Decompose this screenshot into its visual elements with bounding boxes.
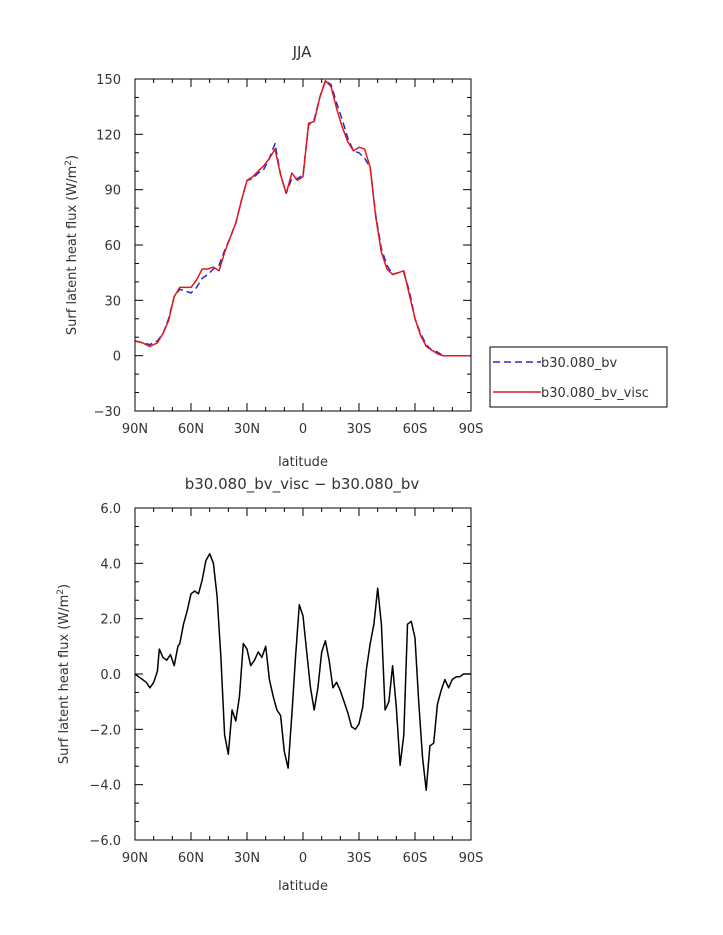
series-line-0-0 bbox=[134, 80, 471, 357]
x-tick-label: 0 bbox=[299, 851, 307, 866]
bottom-series bbox=[134, 552, 471, 791]
y-tick-label: −30 bbox=[94, 405, 121, 420]
x-tick-label: 30S bbox=[347, 851, 372, 866]
x-tick-label: 60S bbox=[403, 851, 428, 866]
bottom-y-axis-label: Surf latent heat flux (W/m2) bbox=[56, 584, 72, 764]
x-tick-label: 60S bbox=[403, 422, 428, 437]
top-plot-frame bbox=[134, 78, 472, 412]
y-tick-label: 0 bbox=[113, 350, 121, 365]
legend-box bbox=[489, 346, 668, 408]
top-y-tick-labels: −30 0 30 60 90 120 150 bbox=[94, 73, 121, 420]
bottom-x-axis-label: latitude bbox=[278, 879, 328, 894]
top-series bbox=[134, 80, 471, 357]
top-chart-title: JJA bbox=[292, 43, 313, 61]
x-tick-label: 90S bbox=[459, 422, 484, 437]
x-tick-label: 0 bbox=[299, 422, 307, 437]
series-line-1-0 bbox=[134, 552, 471, 791]
bottom-ticks bbox=[134, 507, 472, 841]
x-tick-label: 60N bbox=[178, 422, 204, 437]
top-y-axis-label-close: ) bbox=[65, 155, 80, 160]
y-tick-label: 2.0 bbox=[100, 613, 121, 628]
x-tick-label: 90S bbox=[459, 851, 484, 866]
y-tick-label: 30 bbox=[104, 294, 121, 309]
top-y-axis-label: Surf latent heat flux (W/m2) bbox=[64, 155, 80, 335]
y-tick-label: −2.0 bbox=[89, 723, 121, 738]
series-line-0-1 bbox=[134, 80, 471, 357]
top-y-axis-label-main: Surf latent heat flux (W/m bbox=[65, 166, 80, 335]
bottom-y-axis-label-main: Surf latent heat flux (W/m bbox=[57, 595, 72, 764]
bottom-x-tick-labels: 90N 60N 30N 0 30S 60S 90S bbox=[122, 851, 484, 866]
legend-label-bv: b30.080_bv bbox=[541, 356, 617, 371]
y-tick-label: 0.0 bbox=[100, 668, 121, 683]
y-tick-label: 120 bbox=[96, 128, 121, 143]
x-tick-label: 30N bbox=[234, 851, 260, 866]
top-panel: JJA 90N 60N 30N 0 30S 60S 90S −30 0 30 60 90 120 150… bbox=[64, 43, 668, 470]
x-tick-label: 90N bbox=[122, 422, 148, 437]
bottom-plot-frame bbox=[134, 507, 472, 841]
legend: b30.080_bv b30.080_bv_visc bbox=[489, 346, 668, 408]
y-tick-label: −6.0 bbox=[89, 834, 121, 849]
bottom-panel: b30.080_bv_visc − b30.080_bv 90N 60N 30N 0 3… bbox=[56, 475, 483, 894]
y-tick-label: 60 bbox=[104, 239, 121, 254]
legend-label-bv-visc: b30.080_bv_visc bbox=[541, 386, 649, 401]
y-tick-label: 90 bbox=[104, 184, 121, 199]
bottom-y-axis-label-sup: 2 bbox=[56, 589, 66, 595]
y-tick-label: 4.0 bbox=[100, 557, 121, 572]
top-x-axis-label: latitude bbox=[278, 455, 328, 470]
y-tick-label: −4.0 bbox=[89, 779, 121, 794]
top-x-tick-labels: 90N 60N 30N 0 30S 60S 90S bbox=[122, 422, 484, 437]
y-tick-label: 6.0 bbox=[100, 502, 121, 517]
x-tick-label: 60N bbox=[178, 851, 204, 866]
x-tick-label: 30S bbox=[347, 422, 372, 437]
top-ticks bbox=[134, 78, 472, 412]
top-y-axis-label-sup: 2 bbox=[64, 160, 74, 166]
bottom-y-tick-labels: −6.0 −4.0 −2.0 0.0 2.0 4.0 6.0 bbox=[89, 502, 121, 849]
x-tick-label: 90N bbox=[122, 851, 148, 866]
bottom-y-axis-label-close: ) bbox=[57, 584, 72, 589]
bottom-chart-title: b30.080_bv_visc − b30.080_bv bbox=[185, 475, 420, 494]
y-tick-label: 150 bbox=[96, 73, 121, 88]
x-tick-label: 30N bbox=[234, 422, 260, 437]
